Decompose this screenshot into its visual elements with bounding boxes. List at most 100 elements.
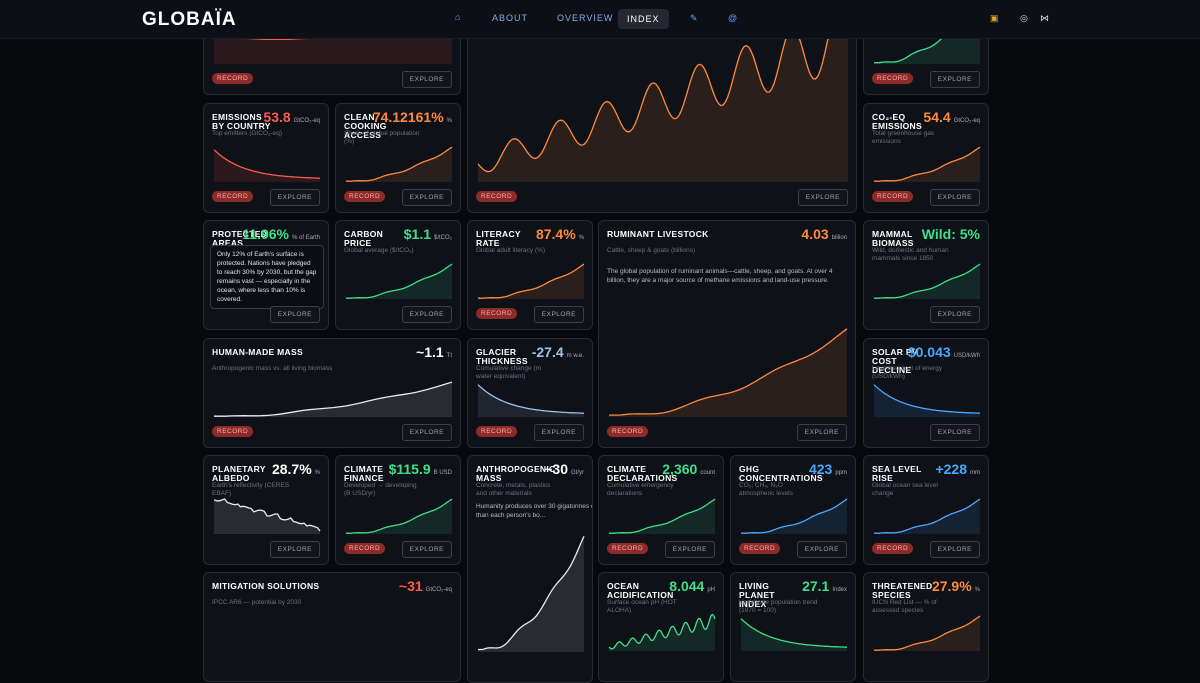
card-title: CO₂-EQ EMISSIONS [872,112,922,131]
instagram-icon[interactable]: ◎ [1020,13,1029,23]
metric-card: CLIMATE FINANCE $115.9 B USD Developed → de… [335,455,461,565]
explore-button[interactable]: EXPLORE [401,306,452,323]
explore-button[interactable]: EXPLORE [929,306,980,323]
card-description: Humanity produces over 30 gigatonnes of … [476,503,592,519]
card-title: RUMINANT LIVESTOCK [607,229,709,239]
record-badge: RECORD [739,543,781,554]
sparkline-line [214,381,453,417]
record-badge: RECORD [476,308,518,319]
explore-button[interactable]: EXPLORE [929,541,980,558]
card-title: OCEAN ACIDIFICATION [607,581,674,600]
sparkline-area [214,149,320,182]
nav-link[interactable]: INDEX [618,9,669,29]
card-value: ~1.1 Tt [416,344,452,360]
sparkline-line [478,263,585,299]
card-value: $1.1 $/tCO₂ [403,226,452,242]
shop-icon[interactable]: ▣ [990,13,1000,23]
explore-button[interactable]: EXPLORE [796,541,847,558]
explore-button[interactable]: EXPLORE [269,306,320,323]
card-description: Only 12% of Earth's surface is protected… [210,245,324,309]
explore-button[interactable]: EXPLORE [269,541,320,558]
nav-link[interactable]: OVERVIEW [557,13,614,23]
card-title: PROTECTED AREAS [212,229,268,248]
card-subtitle: Cumulative change (m water equivalent) [476,365,542,380]
explore-button[interactable]: EXPLORE [929,71,980,88]
card-unit: $/tCO₂ [434,235,452,241]
explore-button[interactable]: EXPLORE [533,424,584,441]
logo[interactable]: GLOBAÏA [142,9,237,30]
sparkline [609,498,716,534]
sparkline-area [346,147,452,182]
card-subtitle: CO₂, CH₄, N₂O atmospheric levels [739,482,793,497]
pen-icon[interactable]: ✎ [690,13,699,23]
sparkline-line [609,498,716,534]
card-subtitle: IUCN Red List — % of assessed species [872,599,937,614]
sparkline [346,263,453,299]
sparkline [609,328,848,417]
sparkline-area [478,536,584,652]
explore-button[interactable]: EXPLORE [401,424,452,441]
card-value: +228 mm [935,461,980,477]
card-subtitle: Share of global population (%) [344,130,420,145]
card-title: SEA LEVEL RISE [872,464,922,483]
card-subtitle: IPCC AR6 — potential by 2030 [212,599,302,606]
metric-card: CLIMATE DECLARATIONS 2,360 count Cumulative… [598,455,724,565]
metric-card: ANTHROPOGENIC MASS ~30 Gt/yr Concrete, meta… [467,455,593,683]
explore-button[interactable]: EXPLORE [796,424,847,441]
at-icon[interactable]: @ [728,13,739,23]
explore-button[interactable]: EXPLORE [401,71,452,88]
metric-card: OCEAN ACIDIFICATION 8.044 pH Surface ocean … [598,572,724,682]
explore-button[interactable]: EXPLORE [664,541,715,558]
card-value: 11.96%% of Earth [242,226,320,242]
card-unit: billion [831,235,847,241]
sparkline-area [874,264,980,299]
explore-button[interactable]: EXPLORE [269,189,320,206]
nav-bar: GLOBAÏA ⌂ ABOUT OVERVIEW INDEX ✎ @ ▣ ◎ ⋈ [0,0,1200,39]
sparkline-area [609,499,715,534]
sparkline-area [609,328,847,417]
card-unit: % of Earth [291,235,320,241]
sparkline [741,498,848,534]
sparkline [477,384,585,417]
card-unit: m w.e. [566,353,584,359]
card-unit: Tt [446,353,452,359]
card-subtitle: Global ocean sea level change [872,482,938,497]
record-badge: RECORD [607,426,649,437]
sparkline [346,498,453,534]
explore-button[interactable]: EXPLORE [401,189,452,206]
record-badge: RECORD [476,191,518,202]
card-subtitle: Total greenhouse gas emissions [872,130,935,145]
home-icon[interactable]: ⌂ [455,12,462,22]
card-unit: % [314,470,320,476]
metric-card: SEA LEVEL RISE +228 mm Global ocean sea lev… [863,455,989,565]
explore-button[interactable]: EXPLORE [533,306,584,323]
sparkline [874,146,981,182]
card-unit: USD/kWh [953,353,980,359]
sparkline [873,384,981,417]
card-value: ~30 Gt/yr [544,461,584,477]
bluesky-icon[interactable]: ⋈ [1040,13,1050,23]
record-badge: RECORD [212,426,254,437]
card-unit: mm [970,470,980,476]
record-badge: RECORD [476,426,518,437]
card-subtitle: Top emitters (GtCO₂-eq) [212,130,283,137]
card-unit: ppm [835,470,847,476]
card-value: 2,360 count [662,461,715,477]
explore-button[interactable]: EXPLORE [929,424,980,441]
explore-button[interactable]: EXPLORE [797,189,848,206]
card-value: 28.7%% [271,461,320,477]
nav-link[interactable]: ABOUT [492,13,529,23]
sparkline-line [346,498,453,534]
card-title: THREATENED SPECIES [872,581,933,600]
sparkline-area [214,2,452,64]
metric-card: GLACIER THICKNESS -27.4 m w.e. Cumulative c… [467,338,593,448]
explore-button[interactable]: EXPLORE [401,541,452,558]
explore-button[interactable]: EXPLORE [929,189,980,206]
card-value: Wild: 5% [921,226,980,242]
card-value: 27.9%% [931,578,980,594]
metric-card: PROTECTED AREAS 11.96%% of Earth Only 12% … [203,220,329,330]
sparkline-line [346,146,453,182]
sparkline [213,149,321,182]
record-badge: RECORD [872,73,914,84]
sparkline-area [741,499,847,534]
